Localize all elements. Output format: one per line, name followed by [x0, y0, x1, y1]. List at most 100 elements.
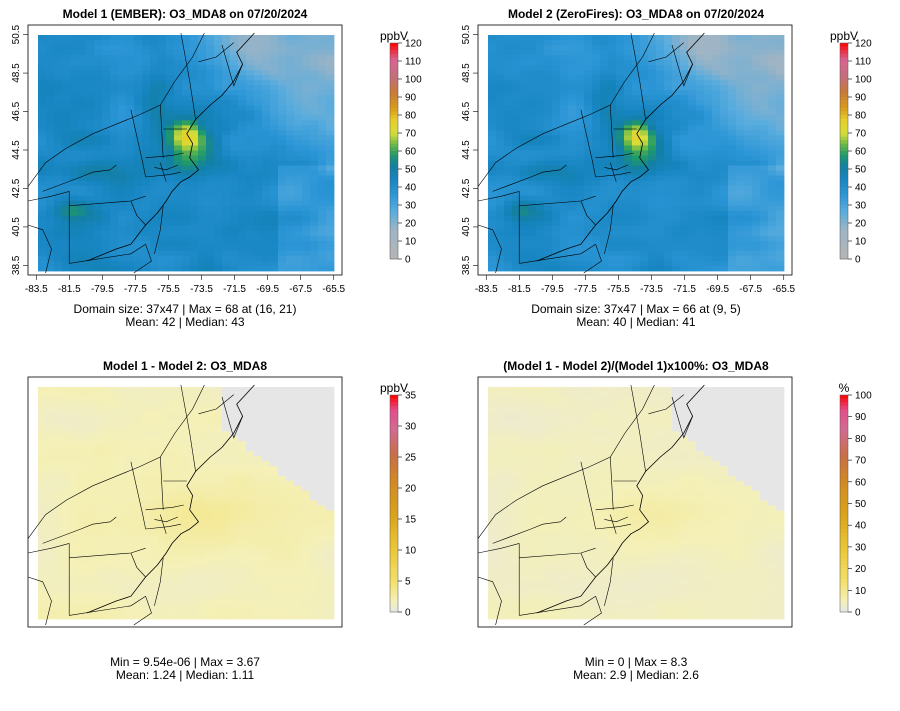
grid-cell: [632, 226, 640, 231]
grid-cell: [704, 140, 712, 145]
grid-cell: [262, 35, 270, 40]
grid-cell: [230, 525, 238, 530]
colorbar-segment: [390, 223, 398, 227]
grid-cell: [326, 171, 334, 176]
grid-cell: [230, 580, 238, 585]
grid-cell: [158, 246, 166, 251]
grid-cell: [62, 466, 70, 471]
grid-cell: [600, 145, 608, 150]
grid-cell: [54, 236, 62, 241]
x-tick-label: -65.5: [322, 284, 345, 295]
grid-cell: [616, 85, 624, 90]
grid-cell: [174, 256, 182, 261]
grid-cell: [760, 221, 768, 226]
grid-cell: [616, 201, 624, 206]
grid-cell: [110, 231, 118, 236]
grid-cell: [86, 515, 94, 520]
grid-cell: [214, 105, 222, 110]
grid-cell: [238, 100, 246, 105]
grid-cell: [198, 130, 206, 135]
grid-cell: [744, 130, 752, 135]
grid-cell: [656, 85, 664, 90]
grid-cell: [696, 115, 704, 120]
grid-cell: [688, 120, 696, 125]
grid-cell: [110, 75, 118, 80]
grid-cell: [150, 125, 158, 130]
grid-cell: [222, 206, 230, 211]
grid-cell: [62, 441, 70, 446]
grid-cell: [592, 191, 600, 196]
grid-cell: [736, 140, 744, 145]
grid-cell: [38, 426, 46, 431]
grid-cell: [238, 486, 246, 491]
grid-cell: [62, 436, 70, 441]
grid-cell: [78, 515, 86, 520]
grid-cell: [744, 226, 752, 231]
grid-cell: [608, 35, 616, 40]
grid-cell: [262, 150, 270, 155]
grid-cell: [142, 501, 150, 506]
grid-cell: [38, 176, 46, 181]
grid-cell: [720, 211, 728, 216]
grid-cell: [54, 125, 62, 130]
grid-cell: [238, 201, 246, 206]
grid-cell: [38, 266, 46, 271]
grid-cell: [134, 446, 142, 451]
grid-cell: [568, 80, 576, 85]
grid-cell: [760, 60, 768, 65]
grid-cell: [94, 130, 102, 135]
grid-cell: [86, 85, 94, 90]
grid-cell: [238, 505, 246, 510]
grid-cell: [688, 196, 696, 201]
grid-cell: [70, 392, 78, 397]
grid-cell: [310, 191, 318, 196]
grid-cell: [632, 251, 640, 256]
grid-cell: [134, 40, 142, 45]
grid-cell: [744, 45, 752, 50]
colorbar-segment: [390, 68, 398, 72]
grid-cell: [222, 476, 230, 481]
grid-cell: [744, 125, 752, 130]
grid-cell: [736, 150, 744, 155]
grid-cell: [46, 90, 54, 95]
grid-cell: [206, 231, 214, 236]
grid-cell: [318, 90, 326, 95]
grid-cell: [544, 236, 552, 241]
grid-cell: [174, 135, 182, 140]
grid-cell: [294, 145, 302, 150]
grid-cell: [520, 256, 528, 261]
grid-cell: [576, 246, 584, 251]
grid-cell: [126, 231, 134, 236]
grid-cell: [198, 392, 206, 397]
grid-cell: [198, 135, 206, 140]
grid-cell: [118, 196, 126, 201]
grid-cell: [70, 50, 78, 55]
grid-cell: [206, 481, 214, 486]
grid-cell: [142, 80, 150, 85]
grid-cell: [576, 110, 584, 115]
grid-cell: [70, 510, 78, 515]
grid-cell: [600, 186, 608, 191]
grid-cell: [110, 570, 118, 575]
grid-cell: [568, 221, 576, 226]
grid-cell: [62, 510, 70, 515]
grid-cell: [302, 171, 310, 176]
grid-cell: [768, 181, 776, 186]
grid-cell: [294, 110, 302, 115]
grid-cell: [776, 75, 784, 80]
grid-cell: [102, 407, 110, 412]
grid-cell: [230, 466, 238, 471]
grid-cell: [78, 436, 86, 441]
colorbar-segment: [840, 183, 848, 187]
grid-cell: [54, 70, 62, 75]
x-tick-label: -79.5: [91, 284, 114, 295]
grid-cell: [54, 90, 62, 95]
grid-cell: [238, 85, 246, 90]
grid-cell: [174, 75, 182, 80]
grid-cell: [222, 105, 230, 110]
grid-cell: [592, 201, 600, 206]
grid-cell: [528, 206, 536, 211]
grid-cell: [254, 241, 262, 246]
grid-cell: [278, 45, 286, 50]
grid-cell: [118, 166, 126, 171]
